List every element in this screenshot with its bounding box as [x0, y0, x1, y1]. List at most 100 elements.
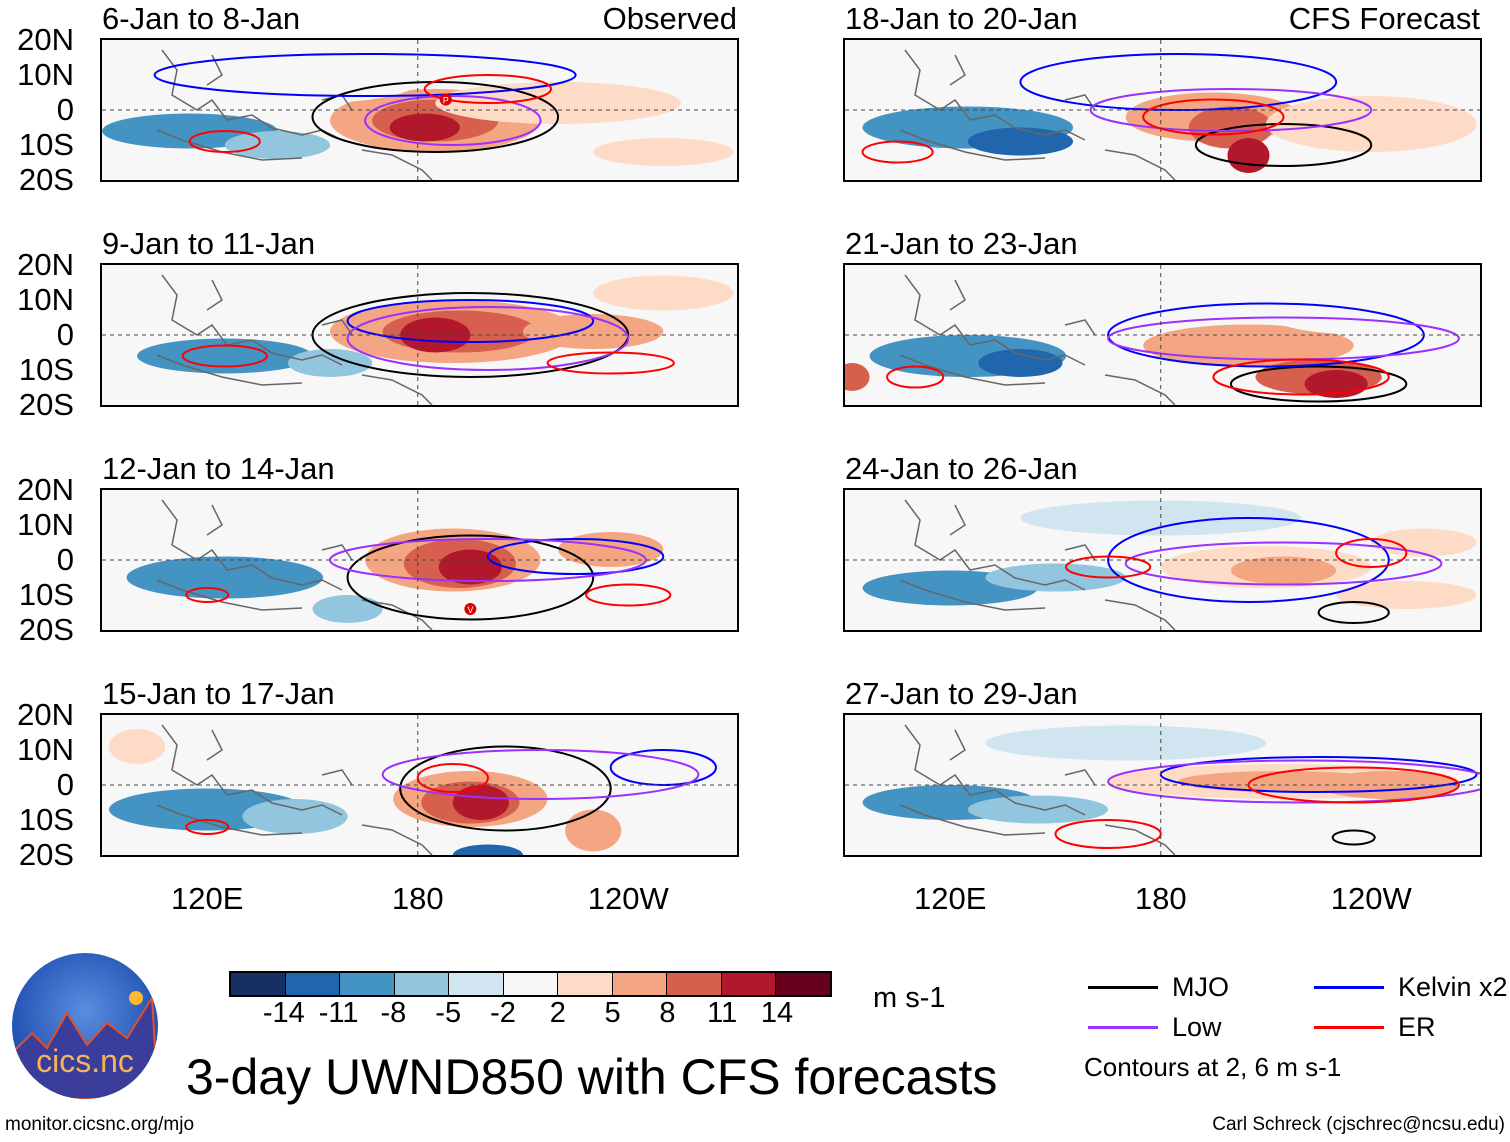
anomaly-shading: [558, 532, 664, 567]
anomaly-shading: [312, 595, 383, 623]
legend-item: ER: [1314, 1012, 1436, 1043]
panel-title: 18-Jan to 20-Jan: [845, 1, 1078, 36]
logo: cics.nc: [12, 953, 158, 1099]
lat-label: 0: [56, 542, 74, 577]
anomaly-shading: [1336, 581, 1477, 609]
anomaly-shading: [978, 349, 1063, 377]
er-contour: [861, 140, 934, 164]
legend-line-icon: [1314, 986, 1384, 989]
er-contour: [416, 763, 489, 793]
lat-label: 20N: [17, 247, 74, 282]
colorbar-label: -2: [490, 997, 516, 1029]
kelvin-contour: [346, 299, 595, 343]
legend-label: Low: [1172, 1012, 1222, 1042]
lat-label: 20S: [18, 837, 74, 872]
source-url[interactable]: monitor.cicsnc.org/mjo: [5, 1114, 195, 1135]
lat-label: 20S: [18, 612, 74, 647]
lat-label: 10N: [17, 732, 74, 767]
colorbar-label: -11: [318, 997, 359, 1029]
mjo-contour: [346, 534, 595, 621]
er-contour: [185, 587, 230, 603]
anomaly-shading: [565, 809, 622, 852]
lat-label: 10S: [18, 352, 74, 387]
storm-marker-label: V: [467, 605, 473, 615]
colorbar: [229, 971, 832, 997]
anomaly-shading: [438, 549, 502, 585]
anomaly-shading: [389, 113, 460, 142]
lat-label: 0: [56, 767, 74, 802]
anomaly-shading: [287, 349, 373, 377]
panel-title: 21-Jan to 23-Jan: [845, 226, 1078, 261]
panel-title: 27-Jan to 29-Jan: [845, 676, 1078, 711]
map-panel: [843, 38, 1482, 182]
lat-label: 20N: [17, 697, 74, 732]
er-contour: [1142, 98, 1285, 136]
lat-label: 20N: [17, 22, 74, 57]
legend-line-icon: [1088, 1026, 1158, 1029]
lat-label: 10S: [18, 802, 74, 837]
anomaly-shading: [452, 844, 523, 855]
anomaly-shading: [1227, 138, 1270, 173]
er-contour: [1054, 819, 1162, 849]
anomaly-shading: [985, 725, 1266, 761]
low-contour: [1124, 541, 1443, 586]
coastline: [899, 274, 1176, 405]
mjo-contour: [1229, 365, 1408, 403]
panel-title: 15-Jan to 17-Jan: [102, 676, 335, 711]
legend-item: Kelvin x2: [1314, 972, 1508, 1003]
kelvin-contour: [1019, 53, 1338, 111]
anomaly-shading: [967, 795, 1109, 824]
logo-text: cics.nc: [36, 1043, 134, 1079]
er-contour: [585, 583, 672, 607]
low-contour: [381, 749, 700, 800]
er-contour: [423, 74, 553, 104]
mjo-contour: [1194, 123, 1373, 167]
map-panel: [100, 713, 739, 857]
anomaly-shading: [1230, 556, 1337, 585]
colorbar-label: -8: [380, 997, 407, 1029]
lon-label: 180: [1134, 881, 1187, 916]
er-contour: [1065, 555, 1152, 579]
panel-title: 24-Jan to 26-Jan: [845, 451, 1078, 486]
mjo-contour: [1331, 829, 1376, 846]
anomaly-shading: [985, 563, 1126, 592]
colorbar-label: 2: [549, 997, 566, 1029]
colorbar-swatch: [776, 973, 830, 995]
panel-title: 12-Jan to 14-Jan: [102, 451, 335, 486]
map-panel: [100, 263, 739, 407]
anomaly-shading: [1265, 293, 1477, 335]
storm-marker-label: P: [443, 96, 449, 106]
legend-label: Kelvin x2: [1398, 972, 1508, 1002]
colorbar-label: 11: [707, 997, 738, 1029]
lon-label: 120W: [1330, 881, 1412, 916]
er-contour: [185, 819, 230, 835]
colorbar-swatch: [721, 973, 776, 995]
legend-label: MJO: [1172, 972, 1229, 1002]
legend-item: MJO: [1088, 972, 1229, 1003]
kelvin-contour: [486, 538, 665, 575]
anomaly-shading: [242, 799, 348, 834]
colorbar-label: -5: [435, 997, 462, 1029]
coastline: [899, 499, 1176, 630]
lon-label: 120E: [171, 881, 244, 916]
lat-label: 0: [56, 92, 74, 127]
lat-label: 10N: [17, 57, 74, 92]
credit: Carl Schreck (cjschrec@ncsu.edu): [1212, 1114, 1505, 1135]
kelvin-contour: [609, 749, 717, 786]
anomaly-shading: [109, 729, 166, 764]
map-panel: [843, 713, 1482, 857]
low-contour: [1107, 759, 1480, 804]
figure-title: 3-day UWND850 with CFS forecasts: [186, 1049, 998, 1105]
coastline: [899, 724, 1176, 855]
legend-label: ER: [1398, 1012, 1436, 1042]
panel-title: 6-Jan to 8-Jan: [102, 1, 301, 36]
anomaly-shading: [207, 500, 418, 536]
er-contour: [188, 130, 261, 153]
map-panel: [843, 488, 1482, 632]
coastline: [156, 724, 433, 855]
legend-item: Low: [1088, 1012, 1222, 1043]
lat-label: 10S: [18, 127, 74, 162]
lat-label: 20N: [17, 472, 74, 507]
map-panel: P: [100, 38, 739, 182]
